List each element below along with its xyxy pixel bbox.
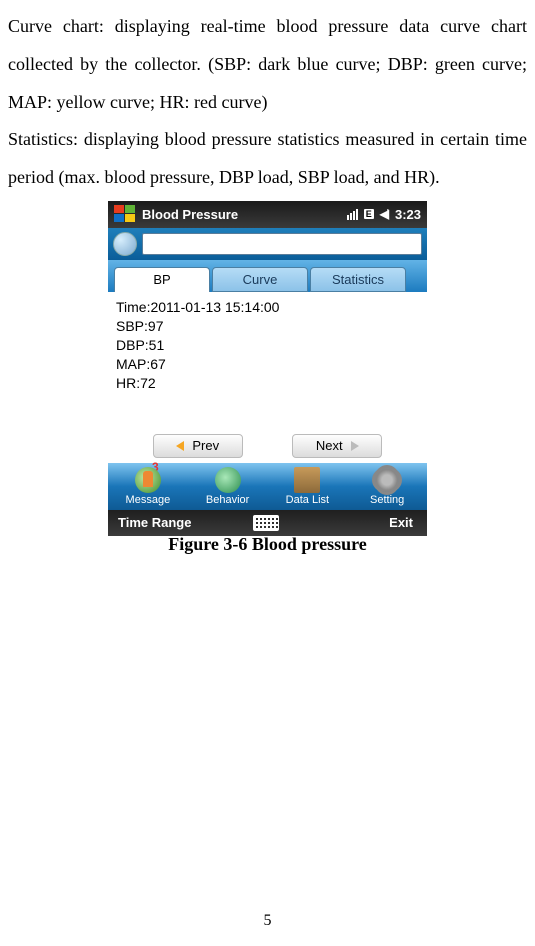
softkey-right[interactable]: Exit <box>296 515 428 530</box>
hr-value: HR:72 <box>116 374 419 393</box>
arrow-right-icon <box>351 441 359 451</box>
tab-bar: BP Curve Statistics <box>108 260 427 292</box>
tab-bp[interactable]: BP <box>114 267 210 292</box>
setting-label: Setting <box>370 494 404 506</box>
clock: 3:23 <box>395 207 421 222</box>
content-panel: Time:2011-01-13 15:14:00 SBP:97 DBP:51 M… <box>108 292 427 435</box>
page-number: 5 <box>0 912 535 930</box>
softkey-left[interactable]: Time Range <box>108 515 236 530</box>
setting-icon <box>374 467 400 493</box>
device-screenshot: Blood Pressure E ◀ׁ 3:23 BP Curve Statis… <box>108 201 427 520</box>
screenshot-container: Blood Pressure E ◀ׁ 3:23 BP Curve Statis… <box>8 201 527 520</box>
paragraph-curve: Curve chart: displaying real-time blood … <box>8 8 527 121</box>
figure-caption: Figure 3-6 Blood pressure <box>8 534 527 555</box>
address-input[interactable] <box>142 233 422 255</box>
nav-message[interactable]: 3 Message <box>108 463 188 510</box>
message-icon <box>135 467 161 493</box>
datalist-icon <box>294 467 320 493</box>
prev-label: Prev <box>192 438 219 453</box>
next-button[interactable]: Next <box>292 434 382 458</box>
network-e-icon: E <box>364 209 374 219</box>
keyboard-icon <box>253 515 279 531</box>
dbp-value: DBP:51 <box>116 336 419 355</box>
bottom-nav: 3 Message Behavior Data List Setting <box>108 463 427 510</box>
behavior-icon <box>215 467 241 493</box>
time-value: Time:2011-01-13 15:14:00 <box>116 298 419 317</box>
paragraph-statistics: Statistics: displaying blood pressure st… <box>8 121 527 197</box>
tab-curve[interactable]: Curve <box>212 267 308 292</box>
titlebar: Blood Pressure E ◀ׁ 3:23 <box>108 201 427 228</box>
signal-icon <box>347 209 358 220</box>
address-bar <box>108 228 427 260</box>
window-title: Blood Pressure <box>142 207 347 222</box>
tab-statistics[interactable]: Statistics <box>310 267 406 292</box>
softkey-bar: Time Range Exit <box>108 510 427 536</box>
nav-setting[interactable]: Setting <box>347 463 427 510</box>
map-value: MAP:67 <box>116 355 419 374</box>
message-label: Message <box>126 494 171 506</box>
sbp-value: SBP:97 <box>116 317 419 336</box>
nav-datalist[interactable]: Data List <box>268 463 348 510</box>
volume-icon: ◀ׁ <box>380 207 389 221</box>
prev-button[interactable]: Prev <box>153 434 243 458</box>
status-icons: E ◀ׁ 3:23 <box>347 207 421 222</box>
windows-logo-icon <box>114 205 136 223</box>
softkey-keyboard[interactable] <box>236 515 296 531</box>
nav-buttons: Prev Next <box>108 435 427 463</box>
nav-behavior[interactable]: Behavior <box>188 463 268 510</box>
arrow-left-icon <box>176 441 184 451</box>
globe-icon[interactable] <box>113 232 137 256</box>
datalist-label: Data List <box>286 494 329 506</box>
behavior-label: Behavior <box>206 494 249 506</box>
next-label: Next <box>316 438 343 453</box>
